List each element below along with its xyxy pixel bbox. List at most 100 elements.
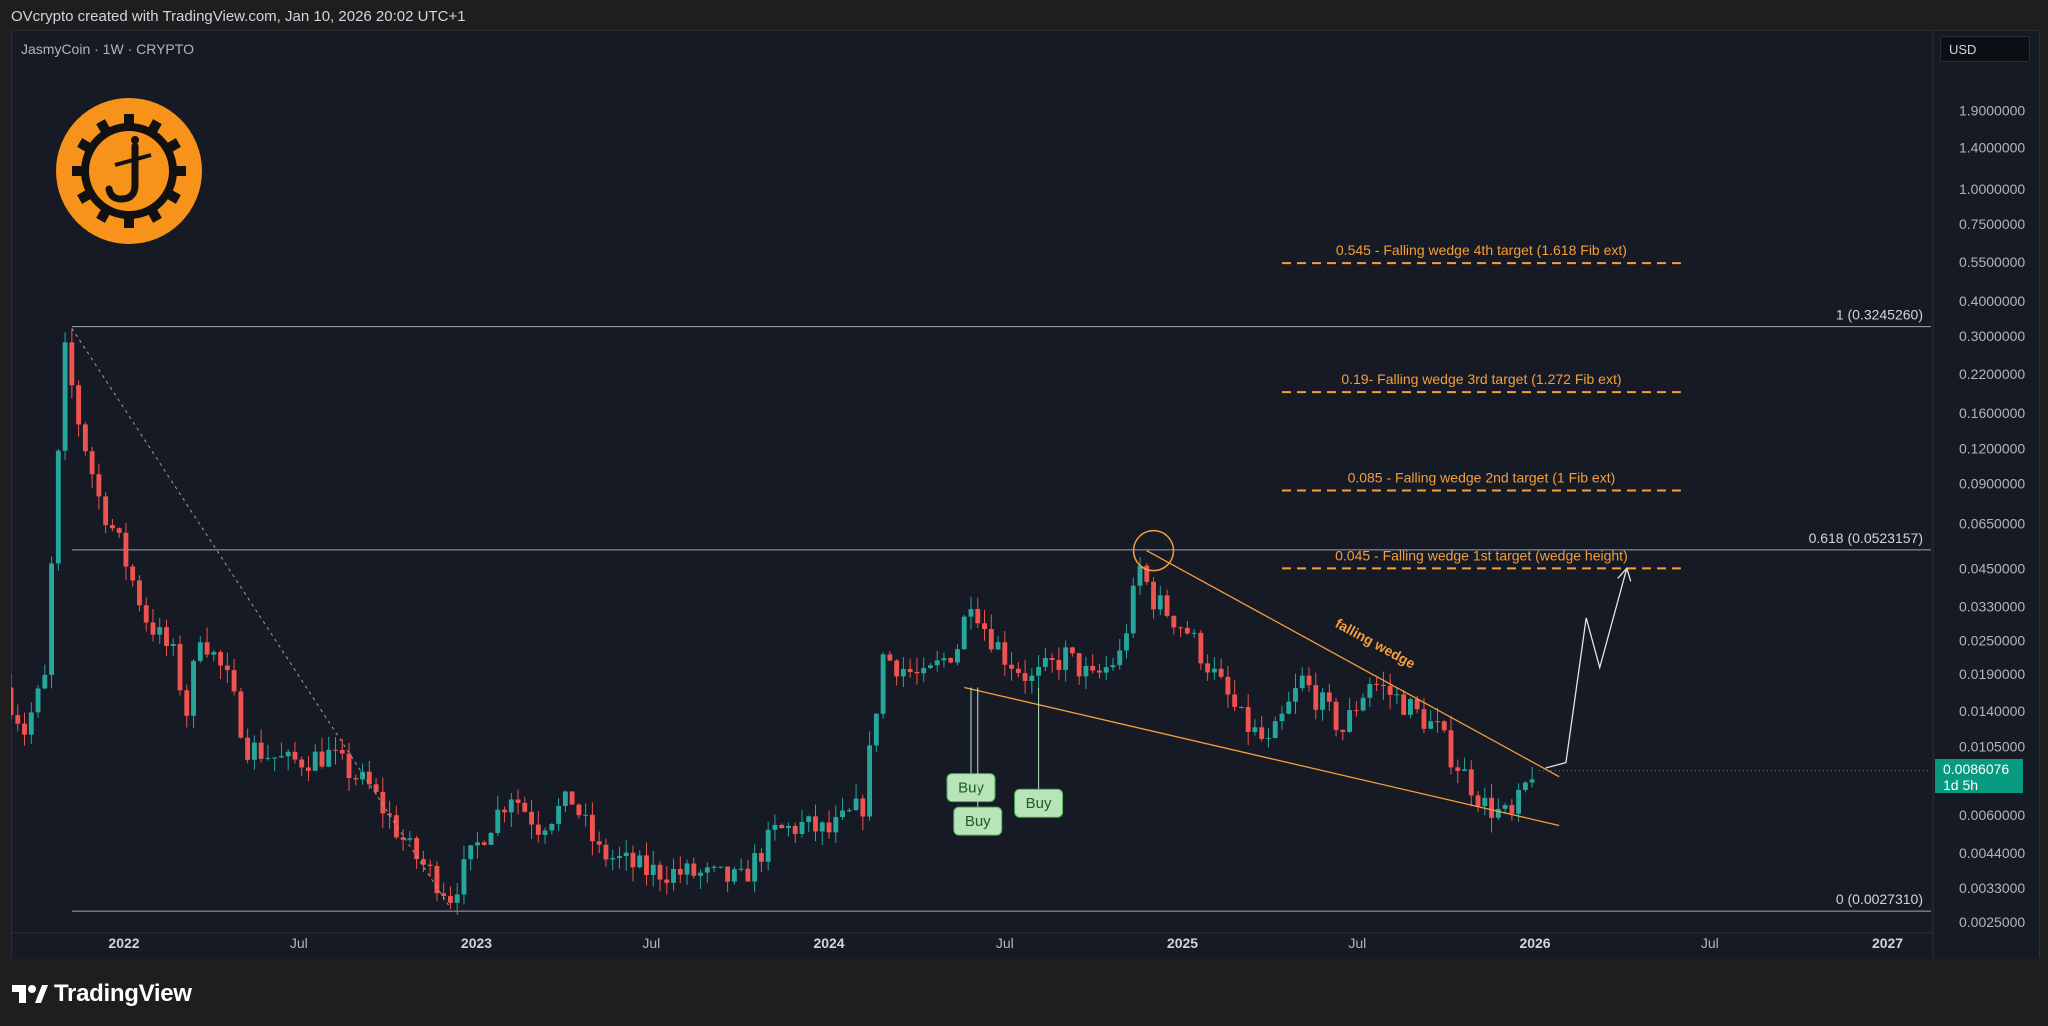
candle-body <box>894 660 900 677</box>
candle-body <box>488 832 494 845</box>
candle-body <box>907 669 913 672</box>
y-tick-label: 0.1600000 <box>1959 405 2025 421</box>
gear-tooth <box>174 166 186 176</box>
x-tick-label: Jul <box>1348 935 1366 951</box>
y-tick-label: 0.4000000 <box>1959 293 2025 309</box>
y-tick-label: 0.2200000 <box>1959 366 2025 382</box>
candle-body <box>1374 683 1380 685</box>
candle-body <box>1259 727 1265 739</box>
candle-body <box>360 771 365 780</box>
candle-body <box>1502 805 1508 809</box>
candle-body <box>1394 694 1400 696</box>
candle-body <box>1272 721 1278 739</box>
candle-body <box>1117 650 1123 666</box>
candle-body <box>955 649 960 663</box>
candle-body <box>928 665 933 669</box>
candle-body <box>150 622 156 635</box>
target-label: 0.19- Falling wedge 3rd target (1.272 Fi… <box>1341 371 1621 387</box>
candle-body <box>758 853 764 862</box>
y-tick-label: 0.0250000 <box>1959 632 2025 648</box>
candle-body <box>644 855 649 876</box>
candle-body <box>1495 808 1501 818</box>
candle-body <box>1306 675 1312 686</box>
candle-body <box>1245 706 1251 732</box>
candle-body <box>556 806 562 825</box>
candle-body <box>650 864 656 876</box>
candle-body <box>42 674 48 689</box>
candle-body <box>1022 673 1028 681</box>
candle-body <box>339 749 345 754</box>
candle-body <box>1333 701 1339 730</box>
candle-body <box>62 342 68 451</box>
candle-body <box>569 791 575 805</box>
buy-signal-badge <box>946 773 996 803</box>
buy-signals: Buy Buy Buy <box>946 687 1064 836</box>
candle-body <box>1252 727 1258 732</box>
candle-body <box>123 532 129 567</box>
tradingview-logo[interactable]: TradingView <box>12 980 192 1008</box>
x-tick-label: Jul <box>290 935 308 951</box>
candle-body <box>786 825 791 829</box>
candle-body <box>441 893 447 897</box>
candle-body <box>1157 595 1163 610</box>
candle-body <box>495 809 501 833</box>
candle-body <box>109 525 115 529</box>
candle-body <box>1103 667 1109 673</box>
y-tick-label: 0.0450000 <box>1959 560 2025 576</box>
candle-body <box>1360 697 1366 711</box>
candle-body <box>299 759 305 768</box>
candle-body <box>1340 729 1346 732</box>
candle-body <box>1320 692 1325 710</box>
currency-button[interactable]: USD <box>1940 36 2030 62</box>
candle-body <box>765 829 771 862</box>
candle-body <box>1448 730 1454 768</box>
candle-body <box>1509 805 1515 814</box>
x-tick-label: 2025 <box>1167 935 1198 951</box>
candle-body <box>1299 675 1305 689</box>
candle-body <box>1225 676 1231 695</box>
last-price-tag: 0.0086076 1d 5h <box>1935 758 2023 793</box>
candle-body <box>373 784 379 792</box>
candle-body <box>312 751 318 771</box>
candle-body <box>69 342 75 386</box>
candle-body <box>867 745 873 817</box>
candle-body <box>481 842 487 845</box>
candle-body <box>475 842 480 846</box>
buy-signal-label: Buy <box>965 813 991 830</box>
candle-body <box>1151 581 1156 610</box>
candle-body <box>677 868 683 875</box>
candle-body <box>914 671 920 674</box>
gear-tooth <box>124 114 134 126</box>
price-chart[interactable]: 1 (0.3245260) 0.618 (0.0523157) 0 (0.00273… <box>11 30 2038 958</box>
candle-body <box>603 844 609 860</box>
candle-body <box>1462 769 1467 771</box>
y-tick-label: 0.3000000 <box>1959 328 2025 344</box>
candle-body <box>583 814 589 816</box>
candle-body <box>170 644 176 646</box>
candle-body <box>1083 665 1089 677</box>
fib-label: 0.618 (0.0523157) <box>1809 530 1923 546</box>
candle-body <box>1137 565 1143 586</box>
buy-signal-badge <box>953 806 1003 836</box>
candle-body <box>1144 565 1150 582</box>
candle-body <box>1468 769 1474 796</box>
candle-body <box>792 825 798 834</box>
candle-body <box>1002 642 1008 665</box>
candle-body <box>130 566 136 581</box>
candle-body <box>211 652 217 655</box>
candle-body <box>995 642 1001 650</box>
candle-body <box>772 824 778 830</box>
candle-body <box>1421 709 1427 729</box>
candle-body <box>197 642 203 661</box>
candle-body <box>846 810 852 812</box>
buy-signal-label: Buy <box>958 780 984 797</box>
candle-body <box>623 852 629 857</box>
candle-body <box>96 474 102 497</box>
candle-body <box>1049 657 1055 661</box>
y-tick-label: 0.7500000 <box>1959 216 2025 232</box>
jasmy-logo <box>56 98 202 244</box>
candle-body <box>1455 767 1461 771</box>
y-tick-label: 0.0330000 <box>1959 598 2025 614</box>
candle-body <box>454 894 460 903</box>
candle-body <box>1529 779 1535 783</box>
